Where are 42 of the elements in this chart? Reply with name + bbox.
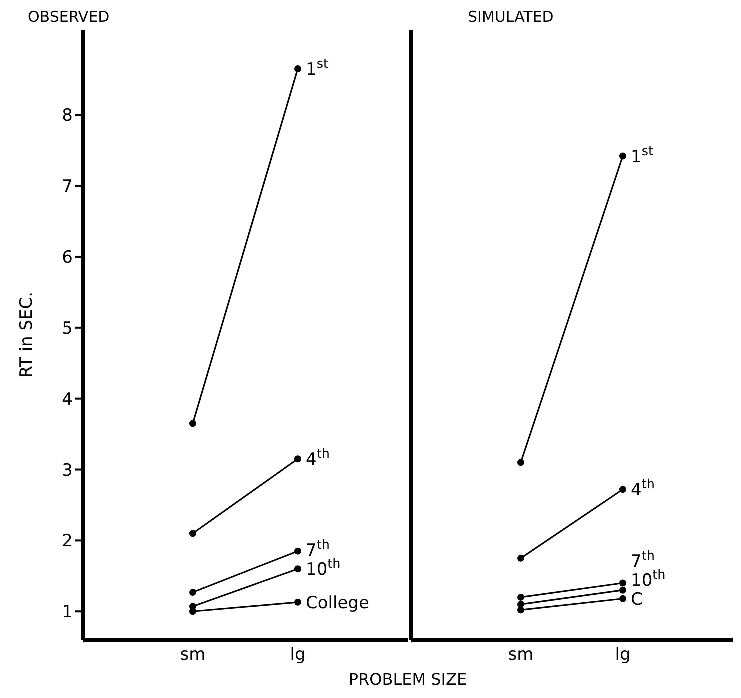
point xyxy=(294,456,302,463)
y-axis-title: RT in SEC. xyxy=(17,292,38,378)
series-label: 1$^{st}$ xyxy=(306,56,328,80)
point xyxy=(620,595,626,602)
point xyxy=(190,530,196,538)
point xyxy=(190,608,196,616)
chart-title: OBSERVED xyxy=(27,8,111,28)
series-label: College xyxy=(306,593,370,614)
y-tick-label: 6 xyxy=(62,248,73,268)
y-tick-label: 7 xyxy=(62,177,73,198)
point xyxy=(294,548,302,555)
x-tick-label: sm xyxy=(180,645,206,666)
chart-title: SIMULATED xyxy=(467,8,555,28)
point xyxy=(518,601,524,608)
point xyxy=(294,566,302,573)
point xyxy=(190,420,196,428)
point xyxy=(518,606,524,614)
y-tick-label: 4 xyxy=(62,390,73,410)
point xyxy=(620,586,626,594)
x-axis-title: PROBLEM SIZE xyxy=(348,670,468,689)
x-tick-label: lg xyxy=(290,645,306,666)
x-tick-label: lg xyxy=(615,645,631,666)
point xyxy=(518,594,524,601)
series-label: 4$^{th}$ xyxy=(306,446,330,470)
point xyxy=(294,66,302,73)
series-label: 4$^{th}$ xyxy=(631,477,655,501)
y-tick-label: 1 xyxy=(62,602,73,623)
y-tick-label: 2 xyxy=(62,532,73,552)
point xyxy=(620,152,626,160)
series-label: C xyxy=(631,590,643,610)
x-tick-label: sm xyxy=(508,645,534,666)
series-label: 1$^{st}$ xyxy=(631,144,654,168)
point xyxy=(518,459,524,466)
point xyxy=(620,580,626,587)
y-tick-label: 3 xyxy=(62,460,73,481)
point xyxy=(518,554,524,562)
point xyxy=(190,588,196,596)
series-label: 10$^{th}$ xyxy=(306,556,341,580)
y-tick-label: 8 xyxy=(62,106,73,126)
point xyxy=(294,598,302,606)
point xyxy=(620,486,626,494)
y-tick-label: 5 xyxy=(62,318,73,339)
